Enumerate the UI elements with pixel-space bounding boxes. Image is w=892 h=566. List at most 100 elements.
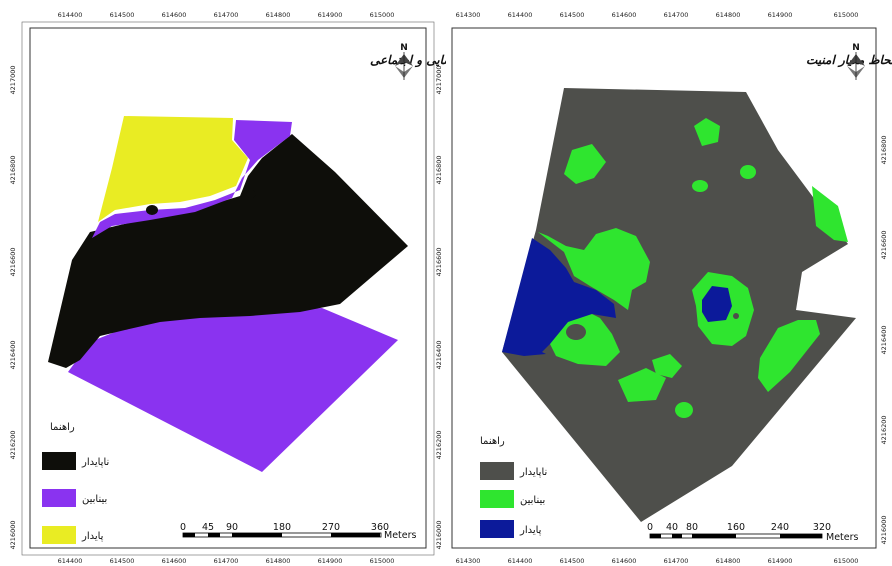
map-title: پهنه بندی محله سرخاب به لحاظ معیار امنیت [806, 53, 892, 68]
legend-swatch-intermediate [42, 489, 76, 507]
zone-unstable-patch [733, 313, 739, 319]
right-y-ticks: 4217000 4216800 4216600 4216400 4216200 … [435, 66, 443, 550]
right-map-panel: 614300 614400 614500 614600 614700 61480… [446, 0, 892, 566]
x-tick-label: 614800 [716, 557, 741, 565]
zone-intermediate [740, 165, 756, 179]
graticule-frame [21, 21, 435, 556]
x-tick-label: 614700 [664, 557, 689, 565]
zone-intermediate [812, 186, 848, 242]
y-tick-label: 4216000 [9, 521, 17, 550]
y-tick-label: 4216600 [435, 248, 443, 277]
x-tick-label: 614600 [162, 11, 187, 19]
legend-label: بینابین [520, 495, 545, 506]
x-tick-label: 614800 [266, 557, 291, 565]
x-tick-label: 614300 [456, 11, 481, 19]
x-tick-label: 614900 [768, 11, 793, 19]
zone-unstable-patch [566, 324, 586, 340]
north-label: N [852, 43, 860, 53]
x-tick-label: 614400 [58, 557, 83, 565]
y-tick-label: 4216200 [435, 431, 443, 460]
north-label: N [400, 43, 408, 53]
y-tick-label: 4216400 [9, 341, 17, 370]
y-tick-label: 4216600 [9, 248, 17, 277]
y-tick-label: 4216200 [880, 416, 888, 445]
x-tick-label: 614500 [110, 557, 135, 565]
scale-label: 320 [813, 522, 831, 533]
scale-label: 360 [371, 522, 389, 533]
scale-label: 45 [202, 522, 214, 533]
legend-title: راهنما [50, 422, 75, 433]
zone-intermediate [550, 310, 620, 366]
legend-label: پایدار [81, 531, 104, 542]
zone-intermediate-upper [92, 120, 292, 238]
y-tick-label: 4216400 [880, 326, 888, 355]
scale-bar: 0 40 80 160 240 320 Meters [647, 522, 859, 543]
x-tick-label: 615000 [834, 557, 859, 565]
zone-intermediate [694, 118, 720, 146]
scale-label: 0 [180, 522, 186, 533]
legend-swatch-stable [42, 526, 76, 544]
x-tick-label: 614700 [214, 11, 239, 19]
zone-unstable-patch [146, 205, 158, 215]
zone-unstable [48, 134, 408, 368]
y-tick-label: 4216400 [435, 341, 443, 370]
x-tick-label: 614900 [318, 11, 343, 19]
x-tick-label: 614600 [612, 557, 637, 565]
legend-label: بینابین [82, 494, 107, 505]
x-tick-label: 614600 [162, 557, 187, 565]
scale-label: 270 [322, 522, 340, 533]
x-tick-label: 614600 [612, 11, 637, 19]
y-tick-label: 4216800 [880, 136, 888, 165]
x-tick-label: 614400 [508, 11, 533, 19]
zone-unstable [502, 88, 856, 522]
y-tick-label: 4216000 [435, 521, 443, 550]
scale-label: 0 [647, 522, 653, 533]
legend-title: راهنما [480, 436, 505, 447]
x-tick-label: 614900 [768, 557, 793, 565]
x-tick-label: 614800 [716, 11, 741, 19]
zone-intermediate [618, 368, 666, 402]
right-y-ticks: 4216800 4216600 4216400 4216200 4216000 [880, 136, 888, 545]
legend: راهنما ناپایدار بینابین پایدار [42, 422, 109, 544]
y-tick-label: 4217000 [435, 66, 443, 95]
legend-label: پایدار [519, 525, 542, 536]
zone-intermediate [564, 144, 606, 184]
x-tick-label: 615000 [370, 557, 395, 565]
x-tick-label: 614700 [214, 557, 239, 565]
x-tick-label: 614300 [456, 557, 481, 565]
scale-bar: 0 45 90 180 270 360 Meters [180, 522, 417, 541]
x-tick-label: 614500 [560, 11, 585, 19]
x-tick-label: 614900 [318, 557, 343, 565]
left-map-panel: 614400 614500 614600 614700 614800 61490… [9, 11, 446, 565]
legend-swatch-unstable [480, 462, 514, 480]
bottom-ticks: 614300 614400 614500 614600 614700 61480… [456, 557, 859, 565]
scale-unit: Meters [826, 532, 859, 543]
right-map-svg: 614300 614400 614500 614600 614700 61480… [451, 11, 892, 565]
y-tick-label: 4216200 [9, 431, 17, 460]
y-tick-label: 4216600 [880, 231, 888, 260]
zone-stable [702, 286, 732, 322]
scale-label: 40 [666, 522, 678, 533]
y-tick-label: 4216000 [880, 516, 888, 545]
x-tick-label: 614500 [110, 11, 135, 19]
x-tick-label: 615000 [834, 11, 859, 19]
zone-stable [502, 238, 616, 356]
top-ticks: 614300 614400 614500 614600 614700 61480… [456, 11, 859, 19]
y-tick-label: 4216800 [435, 156, 443, 185]
y-tick-label: 4217000 [9, 66, 17, 95]
zone-unstable-patch [246, 190, 256, 198]
legend: راهنما ناپایدار بینابین پایدار [480, 436, 547, 538]
x-tick-label: 614700 [664, 11, 689, 19]
x-tick-label: 614500 [560, 557, 585, 565]
scale-unit: Meters [384, 530, 417, 541]
top-ticks: 614400 614500 614600 614700 614800 61490… [58, 11, 395, 19]
legend-swatch-intermediate [480, 490, 514, 508]
scale-label: 240 [771, 522, 789, 533]
zone-intermediate [758, 320, 820, 392]
zone-stable [98, 116, 248, 222]
north-arrow-icon: N [395, 43, 413, 80]
y-tick-label: 4216800 [9, 156, 17, 185]
x-tick-label: 615000 [370, 11, 395, 19]
zone-intermediate [692, 180, 708, 192]
legend-label: ناپایدار [81, 457, 109, 468]
